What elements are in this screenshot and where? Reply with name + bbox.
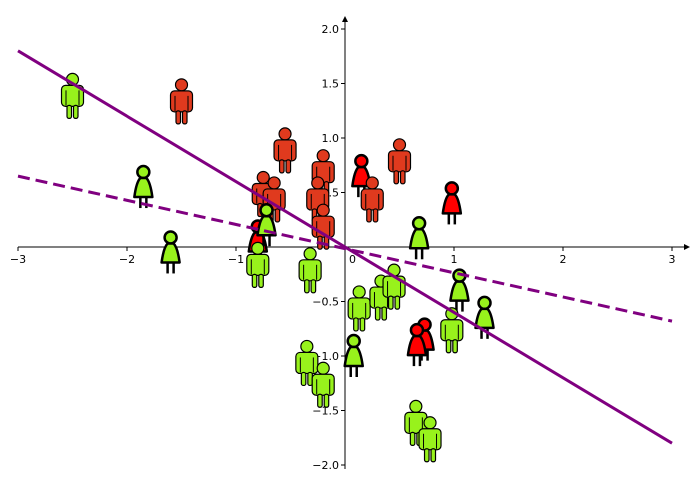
- green-female-point: [133, 164, 154, 209]
- green-male-point: [295, 339, 319, 387]
- y-tick-label: 2.0: [322, 23, 340, 36]
- y-axis-arrow: [342, 16, 348, 22]
- green-female-point: [474, 295, 495, 339]
- y-tick-label: −0.5: [312, 296, 339, 309]
- x-tick-label: 1: [451, 253, 458, 266]
- x-tick-label: 2: [560, 253, 567, 266]
- y-tick-label: −2.0: [312, 459, 339, 472]
- x-axis-arrow: [684, 244, 690, 250]
- red-male-point: [169, 78, 194, 125]
- y-tick-label: −1.0: [312, 350, 339, 363]
- red-female-point: [406, 322, 428, 367]
- x-tick-label: 0: [349, 253, 356, 266]
- green-male-point: [298, 247, 322, 294]
- x-tick-label: 3: [669, 253, 676, 266]
- tick-group: −3 −2 −1 0 1 2 3−2.0−1.5−1.0−0.50.51.01.52.0: [10, 23, 676, 472]
- y-tick-label: 1.5: [322, 78, 340, 91]
- red-male-point: [360, 176, 384, 223]
- y-tick-label: 1.0: [322, 132, 340, 145]
- axes: [18, 16, 690, 469]
- green-male-point: [60, 72, 85, 120]
- red-male-point: [273, 127, 297, 174]
- solid-line: [17, 49, 673, 445]
- dashed-line: [17, 174, 673, 323]
- green-female-point: [160, 230, 181, 274]
- green-female-point: [408, 216, 430, 260]
- x-tick-label: −3: [10, 253, 26, 266]
- x-tick-label: −1: [228, 253, 244, 266]
- green-female-point: [343, 333, 364, 377]
- green-male-point: [311, 361, 335, 408]
- x-tick-label: −2: [119, 253, 135, 266]
- green-male-point: [246, 241, 270, 288]
- red-male-point: [387, 138, 412, 185]
- green-male-point: [347, 285, 371, 332]
- green-female-point: [256, 202, 277, 247]
- red-female-point: [441, 181, 463, 225]
- green-male-point: [418, 416, 442, 463]
- data-points: [60, 72, 495, 463]
- regression-lines: [17, 49, 673, 445]
